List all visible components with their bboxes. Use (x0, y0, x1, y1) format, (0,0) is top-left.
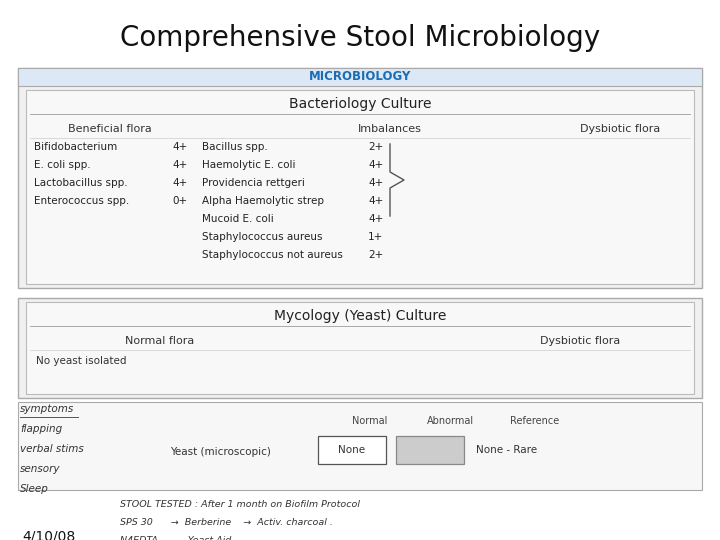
Text: None: None (338, 445, 366, 455)
Text: symptoms: symptoms (20, 404, 74, 414)
Text: Bacteriology Culture: Bacteriology Culture (289, 97, 431, 111)
Text: 1+: 1+ (368, 232, 383, 242)
Text: Reference: Reference (510, 416, 559, 426)
Text: Normal: Normal (352, 416, 387, 426)
Text: Sleep: Sleep (20, 484, 49, 494)
Text: Alpha Haemolytic strep: Alpha Haemolytic strep (202, 196, 324, 206)
Text: 4+: 4+ (368, 214, 383, 224)
Text: N4EDTA          Yeast Aid: N4EDTA Yeast Aid (120, 536, 231, 540)
Text: E. coli spp.: E. coli spp. (34, 160, 91, 170)
Text: 4/10/08: 4/10/08 (22, 530, 76, 540)
Text: Dysbiotic flora: Dysbiotic flora (540, 336, 620, 346)
Text: Haemolytic E. coli: Haemolytic E. coli (202, 160, 295, 170)
Text: 2+: 2+ (368, 142, 383, 152)
Bar (396, 436, 464, 464)
Text: 2+: 2+ (368, 250, 383, 260)
Text: 4+: 4+ (368, 160, 383, 170)
Text: Imbalances: Imbalances (358, 124, 422, 134)
Bar (26, 90, 694, 284)
Text: Yeast (microscopic): Yeast (microscopic) (170, 447, 271, 457)
Text: STOOL TESTED : After 1 month on Biofilm Protocol: STOOL TESTED : After 1 month on Biofilm … (120, 500, 360, 509)
Text: 4+: 4+ (172, 160, 187, 170)
Bar (318, 436, 386, 464)
Text: None - Rare: None - Rare (476, 445, 537, 455)
Text: flapping: flapping (20, 424, 62, 434)
Text: Dysbiotic flora: Dysbiotic flora (580, 124, 660, 134)
Text: 4+: 4+ (172, 142, 187, 152)
Text: Comprehensive Stool Microbiology: Comprehensive Stool Microbiology (120, 24, 600, 52)
Text: Staphylococcus aureus: Staphylococcus aureus (202, 232, 323, 242)
Text: Mucoid E. coli: Mucoid E. coli (202, 214, 274, 224)
Text: Normal flora: Normal flora (125, 336, 194, 346)
Bar (18, 68, 702, 288)
Text: Abnormal: Abnormal (426, 416, 474, 426)
Text: Bifidobacterium: Bifidobacterium (34, 142, 117, 152)
Bar (18, 68, 702, 86)
Text: sensory: sensory (20, 464, 60, 474)
Bar (26, 302, 694, 394)
Text: Lactobacillus spp.: Lactobacillus spp. (34, 178, 127, 188)
Text: Bacillus spp.: Bacillus spp. (202, 142, 268, 152)
Text: Enterococcus spp.: Enterococcus spp. (34, 196, 130, 206)
Text: 0+: 0+ (172, 196, 187, 206)
Text: 4+: 4+ (368, 196, 383, 206)
Bar (18, 298, 702, 398)
Text: Providencia rettgeri: Providencia rettgeri (202, 178, 305, 188)
Text: Mycology (Yeast) Culture: Mycology (Yeast) Culture (274, 309, 446, 323)
Text: verbal stims: verbal stims (20, 444, 84, 454)
Text: 4+: 4+ (172, 178, 187, 188)
Text: No yeast isolated: No yeast isolated (36, 356, 127, 366)
Text: MICROBIOLOGY: MICROBIOLOGY (309, 71, 411, 84)
Text: SPS 30      →  Berberine    →  Activ. charcoal .: SPS 30 → Berberine → Activ. charcoal . (120, 518, 333, 527)
Text: 4+: 4+ (368, 178, 383, 188)
Text: Staphylococcus not aureus: Staphylococcus not aureus (202, 250, 343, 260)
Text: Beneficial flora: Beneficial flora (68, 124, 152, 134)
Bar (18, 402, 702, 490)
